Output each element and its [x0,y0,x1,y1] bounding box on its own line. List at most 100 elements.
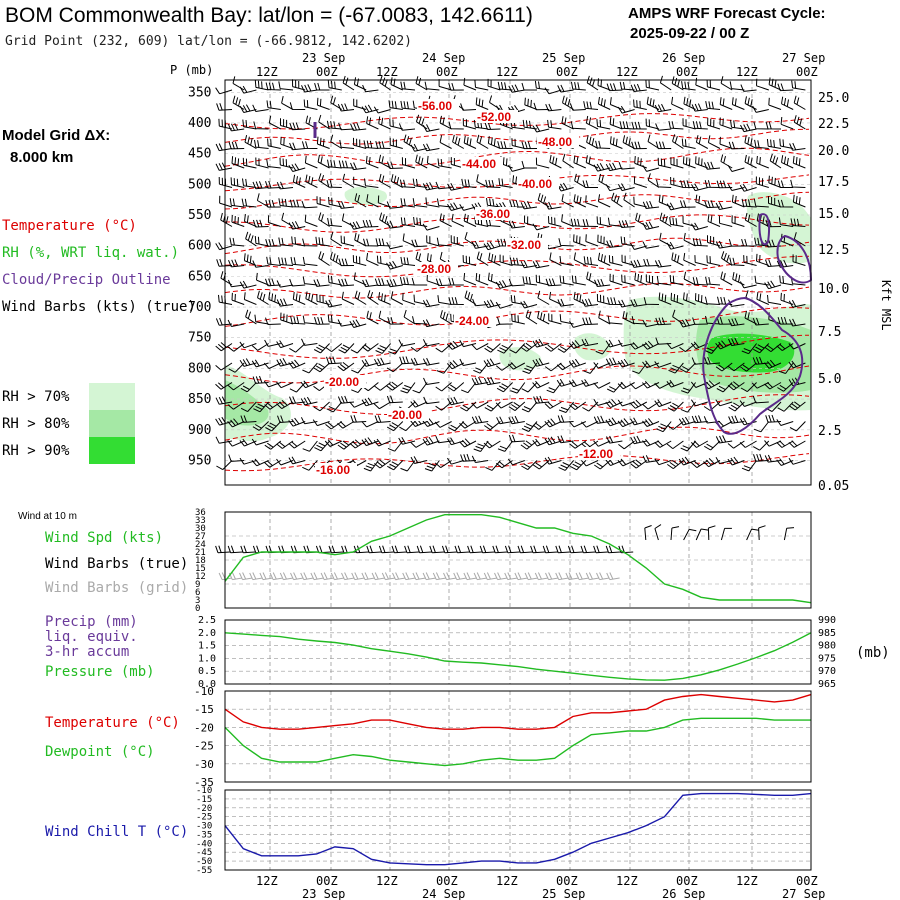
wind-barb [781,96,794,110]
height-tick-label: 10.0 [818,282,849,297]
wind-barb [719,97,733,110]
contour-label-bg [537,135,579,148]
legend-cloud-outline: Cloud/Precip Outline [2,272,171,288]
wind-barb [337,319,355,327]
wind-barb [647,134,660,149]
wind-barb [732,272,745,286]
wind-barb [511,313,525,325]
wind-barb [778,362,794,374]
temperature-contour-label: -48.00 [538,135,572,149]
wind-barb [524,572,539,581]
wind-barb [399,179,416,188]
wind-barb [367,290,379,305]
wind-barb [402,292,416,305]
time-tick-label: 00Z [796,874,818,888]
wind-barb [671,96,684,110]
wind-barb [220,271,233,286]
wind-barb [280,118,294,130]
wind-barb [622,135,635,149]
pressure-tick-label: 970 [818,666,836,677]
wind-barb [606,240,623,248]
wind-barb [386,362,404,373]
wind-barb [680,180,696,188]
wind-barb [608,255,623,266]
wind-barb [532,421,550,430]
wind-chill-tick-label: -15 [196,795,212,805]
wind-barb [788,457,806,465]
wind-barb [474,80,489,91]
wind-barb [314,440,330,452]
date-label: 23 Sep [302,51,345,65]
temperature-tick-label: -25 [194,740,214,753]
wind-barb [280,136,294,149]
height-tick-label: 20.0 [818,144,849,159]
wind-barb [617,105,635,114]
wind-barb [728,238,745,247]
wind-barb [268,292,281,305]
wind-barb [389,118,403,130]
wind-barb [448,277,464,286]
time-tick-label: 12Z [496,874,518,888]
wind-barb [634,156,647,169]
wind-barb [682,156,696,169]
wind-barb [715,399,733,407]
wind-barb [524,215,538,227]
wind-barb [387,460,404,471]
wind-barb [728,317,745,327]
contour-label-bg [324,375,366,388]
wind-barb [571,275,586,286]
wind-barb [666,379,684,388]
wind-barb [777,199,794,208]
wind-barb [557,84,574,93]
wind-barb [484,343,501,353]
height-tick-labels: 25.0 22.5 20.0 17.5 15.0 12.5 10.0 7.5 5.0 2.5 0.0… [818,91,849,494]
wind-barb [521,141,538,150]
wind-barb [781,155,794,169]
wind-barb [448,82,464,91]
wind-barb [504,545,520,554]
wind-barb [361,572,375,581]
legend-precip: Precip (mm) [45,614,138,630]
wind-barb [422,182,440,191]
wind-barb [744,96,757,110]
wind-barb [316,293,330,305]
wind-barb [410,143,428,152]
wind-barb [373,106,391,114]
wind-barb [545,572,559,581]
time-tick-label: 00Z [676,874,698,888]
wind-barb [328,196,342,208]
wind-barb [765,121,782,130]
wind-barb [492,545,508,554]
wind-barb [461,382,477,394]
wind-barb [460,103,477,111]
wind-barb [643,258,660,267]
wind-barb [532,260,550,269]
wind-barb [227,382,245,391]
time-tick-label: 00Z [436,874,458,888]
wind-barb [227,440,245,447]
wind-barb [362,279,379,288]
wind-barb [463,572,477,581]
wind-barb [351,572,365,581]
wind-barb [353,98,367,110]
wind-barb [728,337,745,347]
wind-barb [231,156,245,169]
wind-barb [422,143,440,152]
wind-barb [705,101,721,110]
wind-barb [691,460,709,469]
temperature-contour-label: -32.00 [507,238,541,252]
wind-barb [609,117,623,130]
wind-chill-panel: Wind Chill T (°C) -10-15-20-25-30-35-40-… [45,786,825,900]
wind-barb [257,290,269,305]
wind-barb [727,440,745,449]
wind-barb [239,85,257,94]
time-tick-label: 12Z [376,874,398,888]
wind-barb [634,272,647,286]
wind-barb [259,572,273,581]
legend-wind-barbs-true: Wind Barbs (true) [45,556,188,572]
wind-barb [573,155,587,169]
wind-barb [598,173,611,188]
wind-barb [681,138,696,149]
wind-barb [462,118,477,130]
wind-barb [447,396,464,406]
